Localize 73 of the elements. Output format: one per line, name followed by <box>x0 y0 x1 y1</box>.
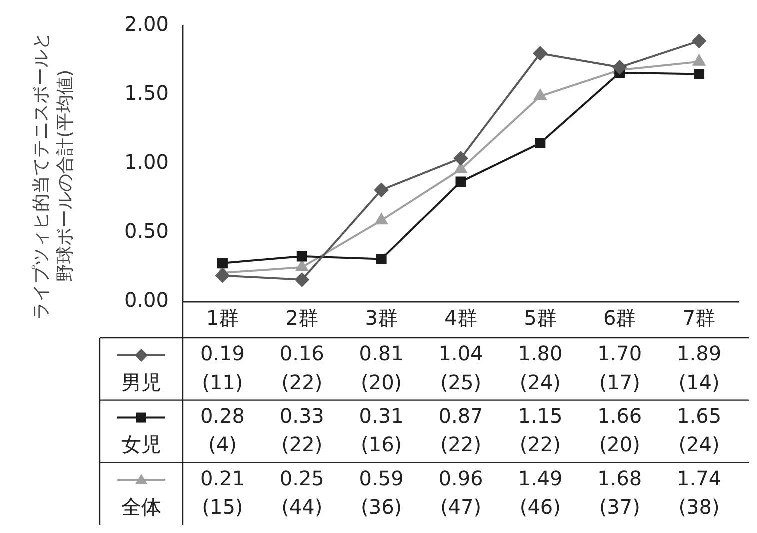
y-tick-label: 1.50 <box>124 81 169 106</box>
text: (38) <box>678 494 720 519</box>
point <box>533 46 548 61</box>
text: (44) <box>282 494 323 519</box>
text: (22) <box>440 432 482 457</box>
data-label: 0.25 <box>280 466 324 490</box>
text: (17) <box>599 370 640 394</box>
point <box>374 183 389 198</box>
y-tick-label: 1.00 <box>124 150 169 174</box>
data-label: 1.04 <box>438 342 484 366</box>
x-tick-label: 5群 <box>524 306 557 330</box>
data-label: 0.21 <box>200 466 245 490</box>
data-label: 0.87 <box>438 404 484 428</box>
data-label: 0.33 <box>280 404 324 428</box>
text: (46) <box>520 494 561 519</box>
point <box>296 251 308 262</box>
x-tick-label: 3群 <box>365 306 398 330</box>
data-label: 1.49 <box>518 466 563 490</box>
text: (11) <box>202 370 244 394</box>
y-tick-label: 0.50 <box>124 219 169 244</box>
data-label: 0.28 <box>200 404 245 428</box>
x-tick-label: 1群 <box>206 306 240 330</box>
data-label: 1.70 <box>598 342 642 366</box>
point <box>295 272 310 287</box>
point <box>296 260 308 272</box>
x-tick-label: 4群 <box>444 306 478 330</box>
x-tick-label: 7群 <box>682 306 716 330</box>
text: (20) <box>599 432 640 457</box>
data-label: 1.66 <box>598 404 642 428</box>
text: (22) <box>282 370 323 394</box>
data-label: 1.65 <box>677 404 722 428</box>
x-tick-label: 6群 <box>603 306 636 330</box>
text: (22) <box>282 432 323 457</box>
point <box>454 151 468 166</box>
y-tick-label: 2.00 <box>124 12 169 36</box>
data-label: 0.31 <box>359 404 404 428</box>
y-tick-label: 0.00 <box>124 288 169 312</box>
data-label: 0.96 <box>438 466 484 490</box>
text: (14) <box>678 370 720 394</box>
y-axis-title: ライプツィヒ的当てテニスボールと野球ボールの合計(平均値) <box>30 31 77 322</box>
point <box>456 176 466 188</box>
point <box>217 258 228 269</box>
data-label: 1.74 <box>677 466 722 490</box>
data-label: 1.89 <box>677 342 722 366</box>
data-label: 1.80 <box>518 342 563 366</box>
data-label: 0.19 <box>200 342 245 366</box>
legend-label: 女児 <box>122 432 162 457</box>
text: (36) <box>361 494 402 519</box>
data-label: 0.81 <box>359 342 404 366</box>
point <box>216 268 230 283</box>
text: (25) <box>440 370 482 394</box>
text: (16) <box>361 432 402 457</box>
point <box>454 162 468 174</box>
x-tick-label: 2群 <box>286 306 319 330</box>
data-label: 1.68 <box>598 466 642 490</box>
point <box>694 69 705 80</box>
text: (15) <box>202 494 244 519</box>
data-label: 1.15 <box>518 404 563 428</box>
point <box>692 34 706 48</box>
text: (4) <box>208 432 237 457</box>
text: (24) <box>520 370 561 394</box>
legend-label: 男児 <box>122 370 162 394</box>
text: (22) <box>520 432 561 457</box>
point <box>535 138 546 149</box>
point <box>375 214 388 225</box>
point <box>376 254 387 264</box>
text: (47) <box>440 494 482 519</box>
text: (24) <box>678 432 720 457</box>
data-label: 0.59 <box>359 466 404 490</box>
legend-label: 全体 <box>122 494 162 519</box>
text: (20) <box>361 370 402 394</box>
text: (37) <box>599 494 640 519</box>
data-label: 0.16 <box>280 342 324 366</box>
